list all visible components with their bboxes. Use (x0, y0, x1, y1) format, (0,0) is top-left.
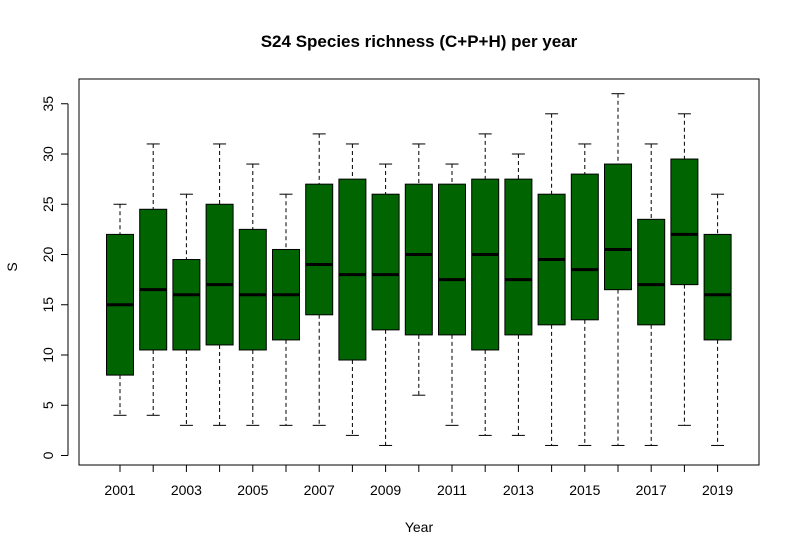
x-tick-label: 2005 (237, 482, 268, 498)
box-2016 (604, 93, 632, 446)
y-tick-label: 25 (40, 196, 56, 212)
iqr-box (205, 203, 234, 346)
iqr-box (404, 183, 433, 336)
box-2009 (371, 163, 400, 446)
y-tick-label: 35 (40, 96, 56, 112)
y-tick-label: 5 (40, 401, 56, 409)
x-axis-label: Year (405, 519, 434, 535)
x-tick-label: 2013 (503, 482, 534, 498)
box-2001 (106, 203, 134, 416)
box-2013 (504, 153, 533, 436)
y-axis-label: S (4, 262, 20, 271)
box-2002 (139, 143, 168, 416)
y-tick-label: 15 (40, 297, 56, 313)
y-tick-label: 20 (40, 247, 56, 263)
x-tick-label: 2007 (304, 482, 335, 498)
iqr-box (338, 178, 367, 361)
box-2017 (637, 143, 666, 446)
iqr-box (670, 158, 699, 286)
box-2007 (305, 133, 334, 426)
box-2015 (570, 143, 599, 446)
iqr-box (604, 163, 632, 291)
iqr-box (371, 193, 400, 331)
iqr-box (238, 228, 267, 351)
iqr-box (139, 208, 168, 351)
iqr-box (703, 233, 732, 341)
iqr-box (504, 178, 533, 336)
box-2014 (537, 113, 566, 446)
x-tick-label: 2017 (636, 482, 667, 498)
iqr-box (471, 178, 500, 351)
iqr-box (438, 183, 466, 336)
box-2004 (205, 143, 234, 426)
x-tick-label: 2019 (702, 482, 733, 498)
box-2012 (471, 133, 500, 436)
box-2003 (172, 193, 201, 426)
x-tick-label: 2003 (171, 482, 202, 498)
box-2011 (438, 163, 466, 426)
x-tick-label: 2015 (569, 482, 600, 498)
y-tick-label: 30 (40, 146, 56, 162)
box-2010 (404, 143, 433, 396)
x-tick-label: 2001 (104, 482, 135, 498)
box-2018 (670, 113, 699, 426)
boxes-group (106, 93, 732, 446)
y-tick-label: 10 (40, 347, 56, 363)
y-tick-label: 0 (40, 451, 56, 459)
x-axis: 2001 2003 2005 2007 2009 2011 2013 2015 2017 2019 (104, 464, 733, 498)
box-2019 (703, 193, 732, 446)
iqr-box (570, 173, 599, 321)
box-2008 (338, 143, 367, 436)
y-axis: 0 5 10 15 20 25 30 35 (40, 96, 69, 459)
x-tick-label: 2009 (370, 482, 401, 498)
iqr-box (305, 183, 334, 316)
iqr-box (172, 259, 201, 351)
box-2005 (238, 163, 267, 426)
iqr-box (637, 218, 666, 326)
x-tick-label: 2011 (437, 482, 467, 498)
chart-title: S24 Species richness (C+P+H) per year (261, 32, 578, 51)
box-2006 (272, 193, 300, 426)
